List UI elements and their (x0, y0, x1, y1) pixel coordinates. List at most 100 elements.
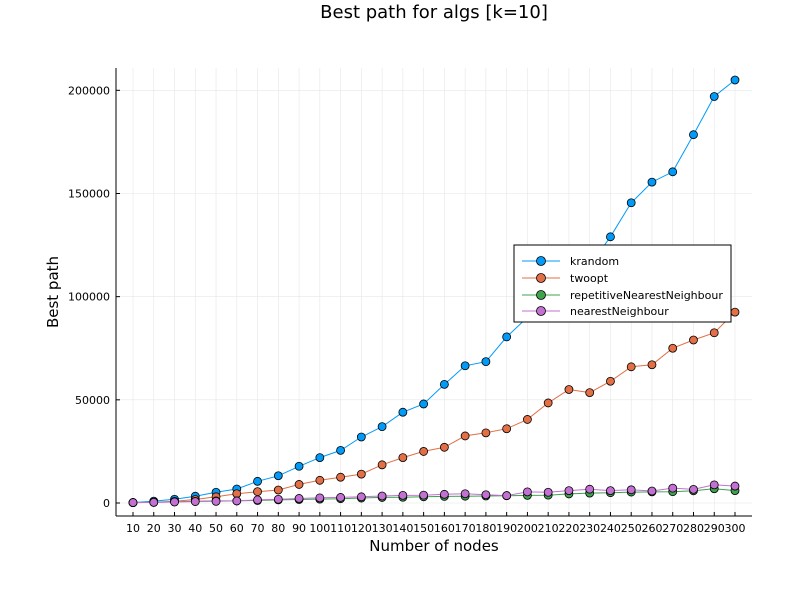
x-tick-label: 190 (496, 522, 517, 535)
legend-label: nearestNeighbour (570, 305, 669, 318)
data-point (585, 388, 595, 398)
data-point (502, 491, 512, 500)
data-point (149, 497, 159, 507)
legend-marker (536, 273, 546, 283)
data-point (439, 442, 449, 452)
y-tick-label: 50000 (75, 394, 110, 407)
data-point (398, 490, 408, 500)
data-point (377, 491, 387, 501)
legend-marker (536, 290, 546, 300)
data-point (689, 130, 698, 140)
data-point (253, 476, 262, 486)
plot-frame (115, 68, 752, 517)
x-tick-label: 50 (209, 522, 223, 535)
data-point (523, 415, 532, 424)
y-tick-label: 0 (103, 497, 110, 510)
data-point (668, 167, 678, 177)
x-tick-label: 180 (475, 522, 496, 535)
data-point (253, 495, 262, 505)
data-point (232, 496, 242, 506)
data-point (523, 487, 532, 497)
data-point (481, 490, 491, 500)
x-tick-label: 260 (641, 522, 662, 535)
data-point (709, 480, 719, 490)
data-point (668, 483, 678, 493)
x-tick-label: 100 (309, 522, 330, 535)
x-tick-label: 250 (621, 522, 642, 535)
data-point (419, 490, 429, 500)
data-point (273, 494, 283, 504)
data-point (273, 485, 283, 495)
x-tick-label: 130 (372, 522, 393, 535)
y-axis-label: Best path (44, 256, 62, 328)
data-point (356, 432, 366, 442)
data-point (585, 484, 595, 494)
data-point (481, 428, 491, 438)
series-line (132, 484, 736, 504)
data-point (606, 232, 615, 242)
legend-label: repetitiveNearestNeighbour (570, 289, 723, 302)
data-point (481, 357, 491, 367)
x-tick-label: 230 (579, 522, 600, 535)
data-point (543, 487, 553, 497)
data-point (315, 453, 325, 463)
data-point (460, 431, 470, 441)
data-point (336, 493, 345, 502)
x-axis-ticks: 10 20 30 40 50 60 70 80 90 100 110 120 130 140 150 160 1… (126, 512, 746, 535)
data-point (232, 489, 242, 499)
legend: krandom twoopt repetitiveNearestNeighbour n… (513, 244, 732, 323)
data-point (253, 487, 262, 497)
data-point (626, 198, 636, 208)
data-point (315, 475, 325, 485)
data-point (419, 399, 429, 409)
data-point (439, 489, 449, 499)
x-tick-label: 20 (147, 522, 161, 535)
y-axis-ticks: 0 50000 100000 150000 200000 (68, 84, 120, 510)
data-point (273, 471, 283, 481)
x-tick-label: 200 (517, 522, 538, 535)
legend-label: twoopt (570, 272, 609, 285)
x-tick-label: 210 (538, 522, 559, 535)
x-tick-label: 60 (230, 522, 244, 535)
x-tick-label: 70 (251, 522, 265, 535)
y-tick-label: 200000 (68, 84, 110, 97)
data-point (294, 461, 304, 471)
x-tick-label: 120 (351, 522, 372, 535)
data-point (606, 376, 615, 386)
data-point (668, 343, 678, 353)
legend-label: krandom (570, 255, 619, 268)
x-tick-label: 10 (126, 522, 140, 535)
x-tick-label: 140 (392, 522, 413, 535)
x-tick-label: 240 (600, 522, 621, 535)
chart-title: Best path for algs [k=10] (320, 2, 548, 23)
data-point (211, 496, 221, 506)
data-point (190, 497, 200, 506)
x-tick-label: 160 (434, 522, 455, 535)
data-point (128, 498, 138, 507)
data-point (730, 307, 740, 317)
data-point (502, 424, 512, 434)
data-point (689, 335, 698, 345)
data-point (336, 445, 345, 455)
x-axis-label: Number of nodes (369, 537, 499, 555)
x-tick-label: 270 (662, 522, 683, 535)
data-point (564, 486, 574, 496)
x-tick-label: 150 (413, 522, 434, 535)
x-tick-label: 170 (455, 522, 476, 535)
data-point (419, 447, 429, 456)
x-tick-label: 110 (330, 522, 351, 535)
x-tick-label: 300 (725, 522, 746, 535)
x-tick-label: 40 (188, 522, 202, 535)
data-point (709, 328, 719, 338)
x-tick-label: 220 (558, 522, 579, 535)
series-nearestNeighbour (128, 480, 740, 507)
data-point (502, 332, 512, 342)
data-point (294, 494, 304, 503)
data-point (709, 92, 719, 101)
legend-box (513, 244, 732, 323)
data-point (460, 361, 470, 371)
series-line (132, 311, 736, 504)
legend-marker (536, 306, 546, 316)
x-tick-label: 80 (271, 522, 285, 535)
data-point (606, 486, 615, 496)
